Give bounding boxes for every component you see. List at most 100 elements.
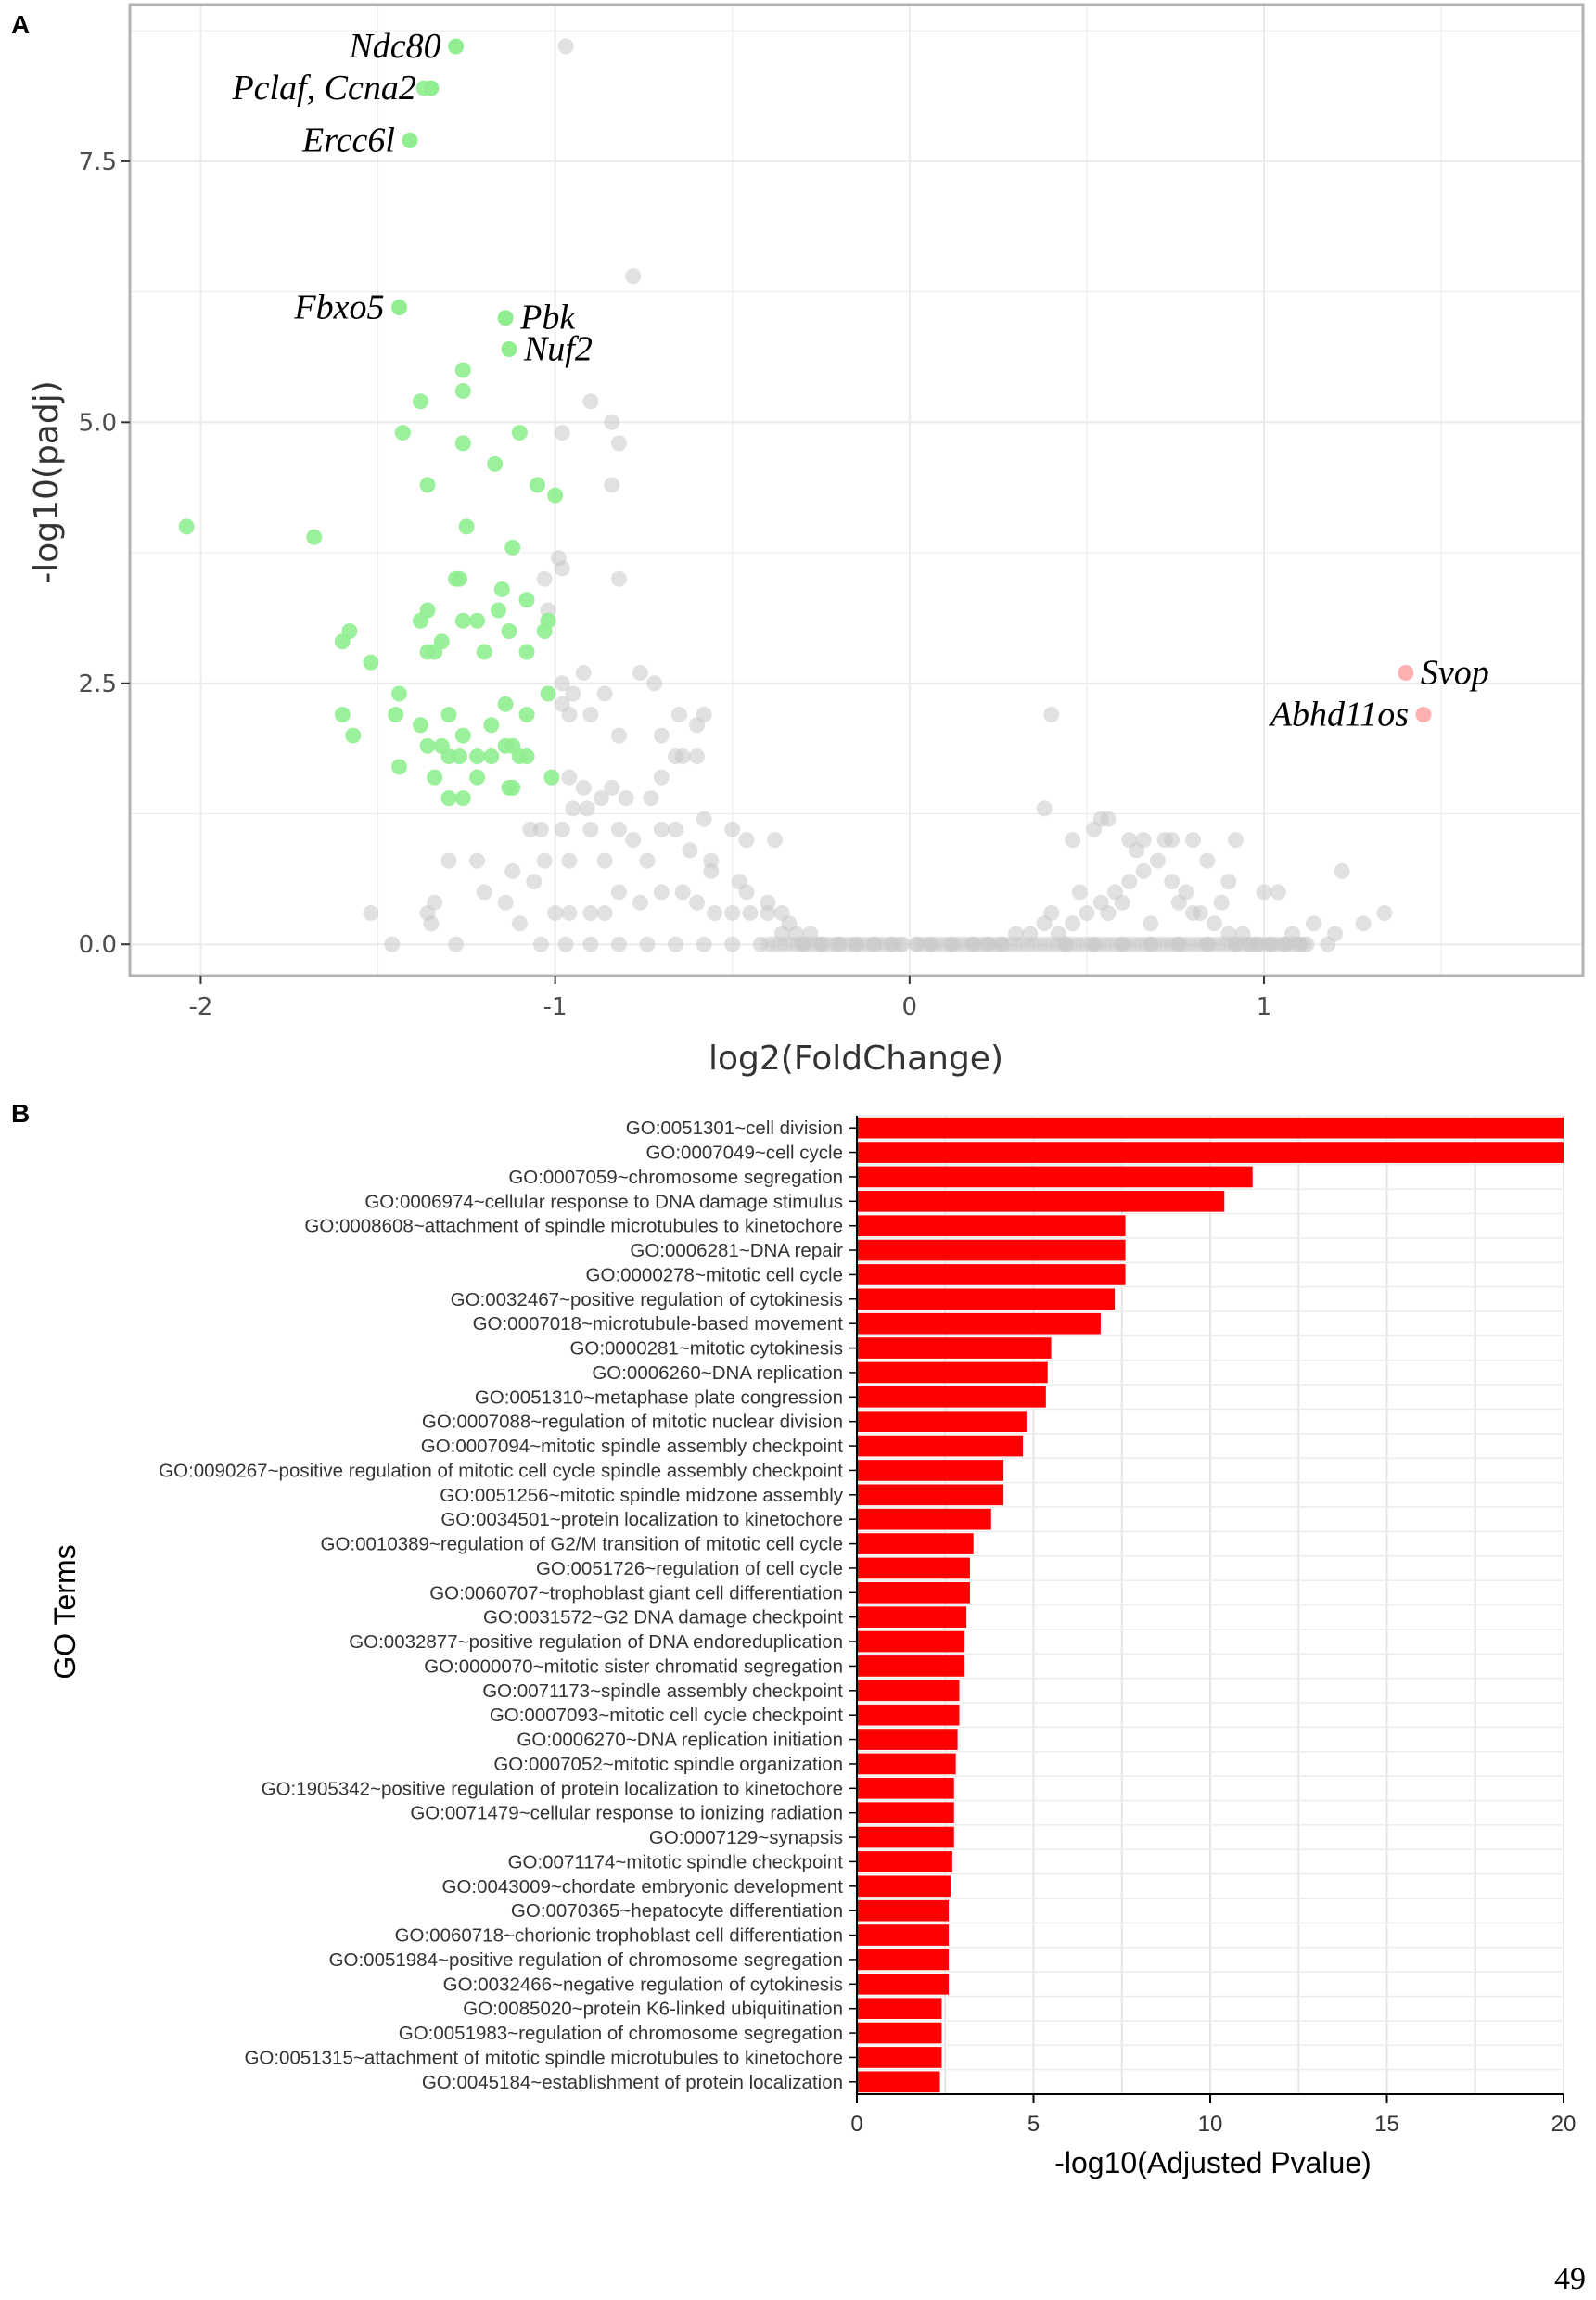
volcano-point-ns <box>1100 936 1117 952</box>
volcano-point-ns <box>878 936 895 952</box>
go-term-label: GO:0006974~cellular response to DNA dama… <box>364 1191 843 1212</box>
volcano-point-ns <box>575 779 592 796</box>
volcano-point-ns <box>1236 936 1253 952</box>
volcano-point-ns <box>653 769 670 786</box>
volcano-point-ns <box>1019 936 1036 952</box>
volcano-point-ns <box>806 936 823 952</box>
volcano-point-ns <box>955 936 972 952</box>
volcano-point-ns <box>1074 936 1091 952</box>
volcano-point-down <box>547 487 564 504</box>
volcano-point-ns <box>830 936 847 952</box>
volcano-point-ns <box>795 936 811 952</box>
volcano-point-ns <box>942 936 959 952</box>
volcano-x-axis-title: log2(FoldChange) <box>709 1040 1003 1078</box>
volcano-point-ns <box>1274 936 1291 952</box>
gene-label: Ercc6l <box>301 121 395 160</box>
volcano-point-ns <box>1062 936 1079 952</box>
volcano-point-ns <box>773 926 790 942</box>
volcano-point-ns <box>1258 936 1274 952</box>
go-term-label: GO:1905342~positive regulation of protei… <box>262 1778 843 1799</box>
volcano-point-ns <box>1170 936 1187 952</box>
volcano-point-ns <box>1248 936 1265 952</box>
go-x-tick-label: 0 <box>850 2112 862 2137</box>
volcano-point-ns <box>618 790 634 807</box>
go-bar <box>857 1533 974 1554</box>
volcano-point-down <box>412 612 428 629</box>
go-bar <box>857 1851 952 1872</box>
go-bar <box>857 1264 1126 1285</box>
volcano-point-ns <box>646 675 663 692</box>
volcano-point-ns <box>579 800 595 817</box>
volcano-point-ns <box>1121 936 1138 952</box>
volcano-point-ns <box>1135 832 1152 849</box>
go-bar <box>857 1288 1116 1310</box>
volcano-point-ns <box>674 884 691 901</box>
go-bar <box>857 2047 942 2068</box>
volcano-point-ns <box>536 852 553 869</box>
volcano-point-down <box>390 759 407 775</box>
volcano-point-ns <box>724 821 741 837</box>
volcano-point-ns <box>772 936 789 952</box>
volcano-point-ns <box>845 936 862 952</box>
volcano-point-ns <box>419 904 436 921</box>
volcano-point-ns <box>532 821 549 837</box>
go-term-label: GO:0051726~regulation of cell cycle <box>536 1558 843 1579</box>
volcano-point-down <box>483 717 500 734</box>
volcano-point-ns <box>610 936 627 952</box>
volcano-point-ns <box>1011 936 1028 952</box>
volcano-point-ns <box>866 936 883 952</box>
volcano-point-down <box>412 717 428 734</box>
volcano-point-down <box>454 383 471 400</box>
volcano-point-ns <box>789 936 806 952</box>
volcano-point-ns <box>752 936 769 952</box>
volcano-point-ns <box>643 790 659 807</box>
volcano-point-ns <box>1023 936 1040 952</box>
volcano-ticks: -2 -1 0 1 0.0 2.5 5.0 7.5 <box>79 148 1272 1021</box>
go-bar <box>857 1117 1564 1139</box>
volcano-point-ns <box>1006 936 1023 952</box>
volcano-y-tick-label: 7.5 <box>79 148 117 176</box>
go-bar <box>857 1802 954 1824</box>
volcano-point-down <box>483 748 500 765</box>
volcano-y-axis-title: -log10(padj) <box>28 380 66 584</box>
volcano-point-ns <box>1164 874 1181 890</box>
go-bar <box>857 1557 970 1579</box>
volcano-point-ns <box>1159 936 1176 952</box>
go-bar <box>857 1386 1046 1408</box>
volcano-point-ns <box>1065 915 1081 932</box>
volcano-frame <box>128 3 1585 978</box>
volcano-point-ns <box>1291 936 1308 952</box>
volcano-point-ns <box>554 425 570 441</box>
go-term-label: GO:0007018~microtubule-based movement <box>473 1313 844 1335</box>
volcano-point-ns <box>1172 936 1189 952</box>
go-bar <box>857 1166 1253 1188</box>
volcano-point-down <box>306 529 323 545</box>
volcano-point-ns <box>1197 936 1214 952</box>
go-bar <box>857 1949 950 1971</box>
volcano-point-ns <box>1043 904 1060 921</box>
gene-label: Abhd11os <box>1268 696 1409 735</box>
go-term-label: GO:0085020~protein K6-linked ubiquitinat… <box>463 1999 843 2020</box>
volcano-point-ns <box>738 832 755 849</box>
volcano-point-ns <box>875 936 891 952</box>
volcano-point-down <box>493 581 510 597</box>
go-bar <box>857 1729 958 1750</box>
go-term-label: GO:0060707~trophoblast giant cell differ… <box>429 1582 843 1604</box>
volcano-point-ns <box>557 936 574 952</box>
volcano-point-ns <box>476 884 492 901</box>
volcano-point-down <box>469 769 486 786</box>
volcano-point-ns <box>764 936 781 952</box>
go-term-label: GO:0000278~mitotic cell cycle <box>586 1264 843 1285</box>
volcano-point-down <box>540 685 556 702</box>
volcano-point-ns <box>632 665 648 682</box>
volcano-point-ns <box>554 560 570 577</box>
volcano-point-down <box>454 790 471 807</box>
gene-label: Nuf2 <box>523 330 593 369</box>
go-bar <box>857 1630 965 1653</box>
go-term-label: GO:0070365~hepatocyte differentiation <box>511 1900 843 1922</box>
go-term-label: GO:0071479~cellular response to ionizing… <box>410 1803 843 1824</box>
volcano-x-tick-label: -1 <box>543 993 568 1021</box>
volcano-point-ns <box>689 717 706 734</box>
go-grid <box>857 1115 1564 2095</box>
volcano-point-ns <box>1207 915 1223 932</box>
